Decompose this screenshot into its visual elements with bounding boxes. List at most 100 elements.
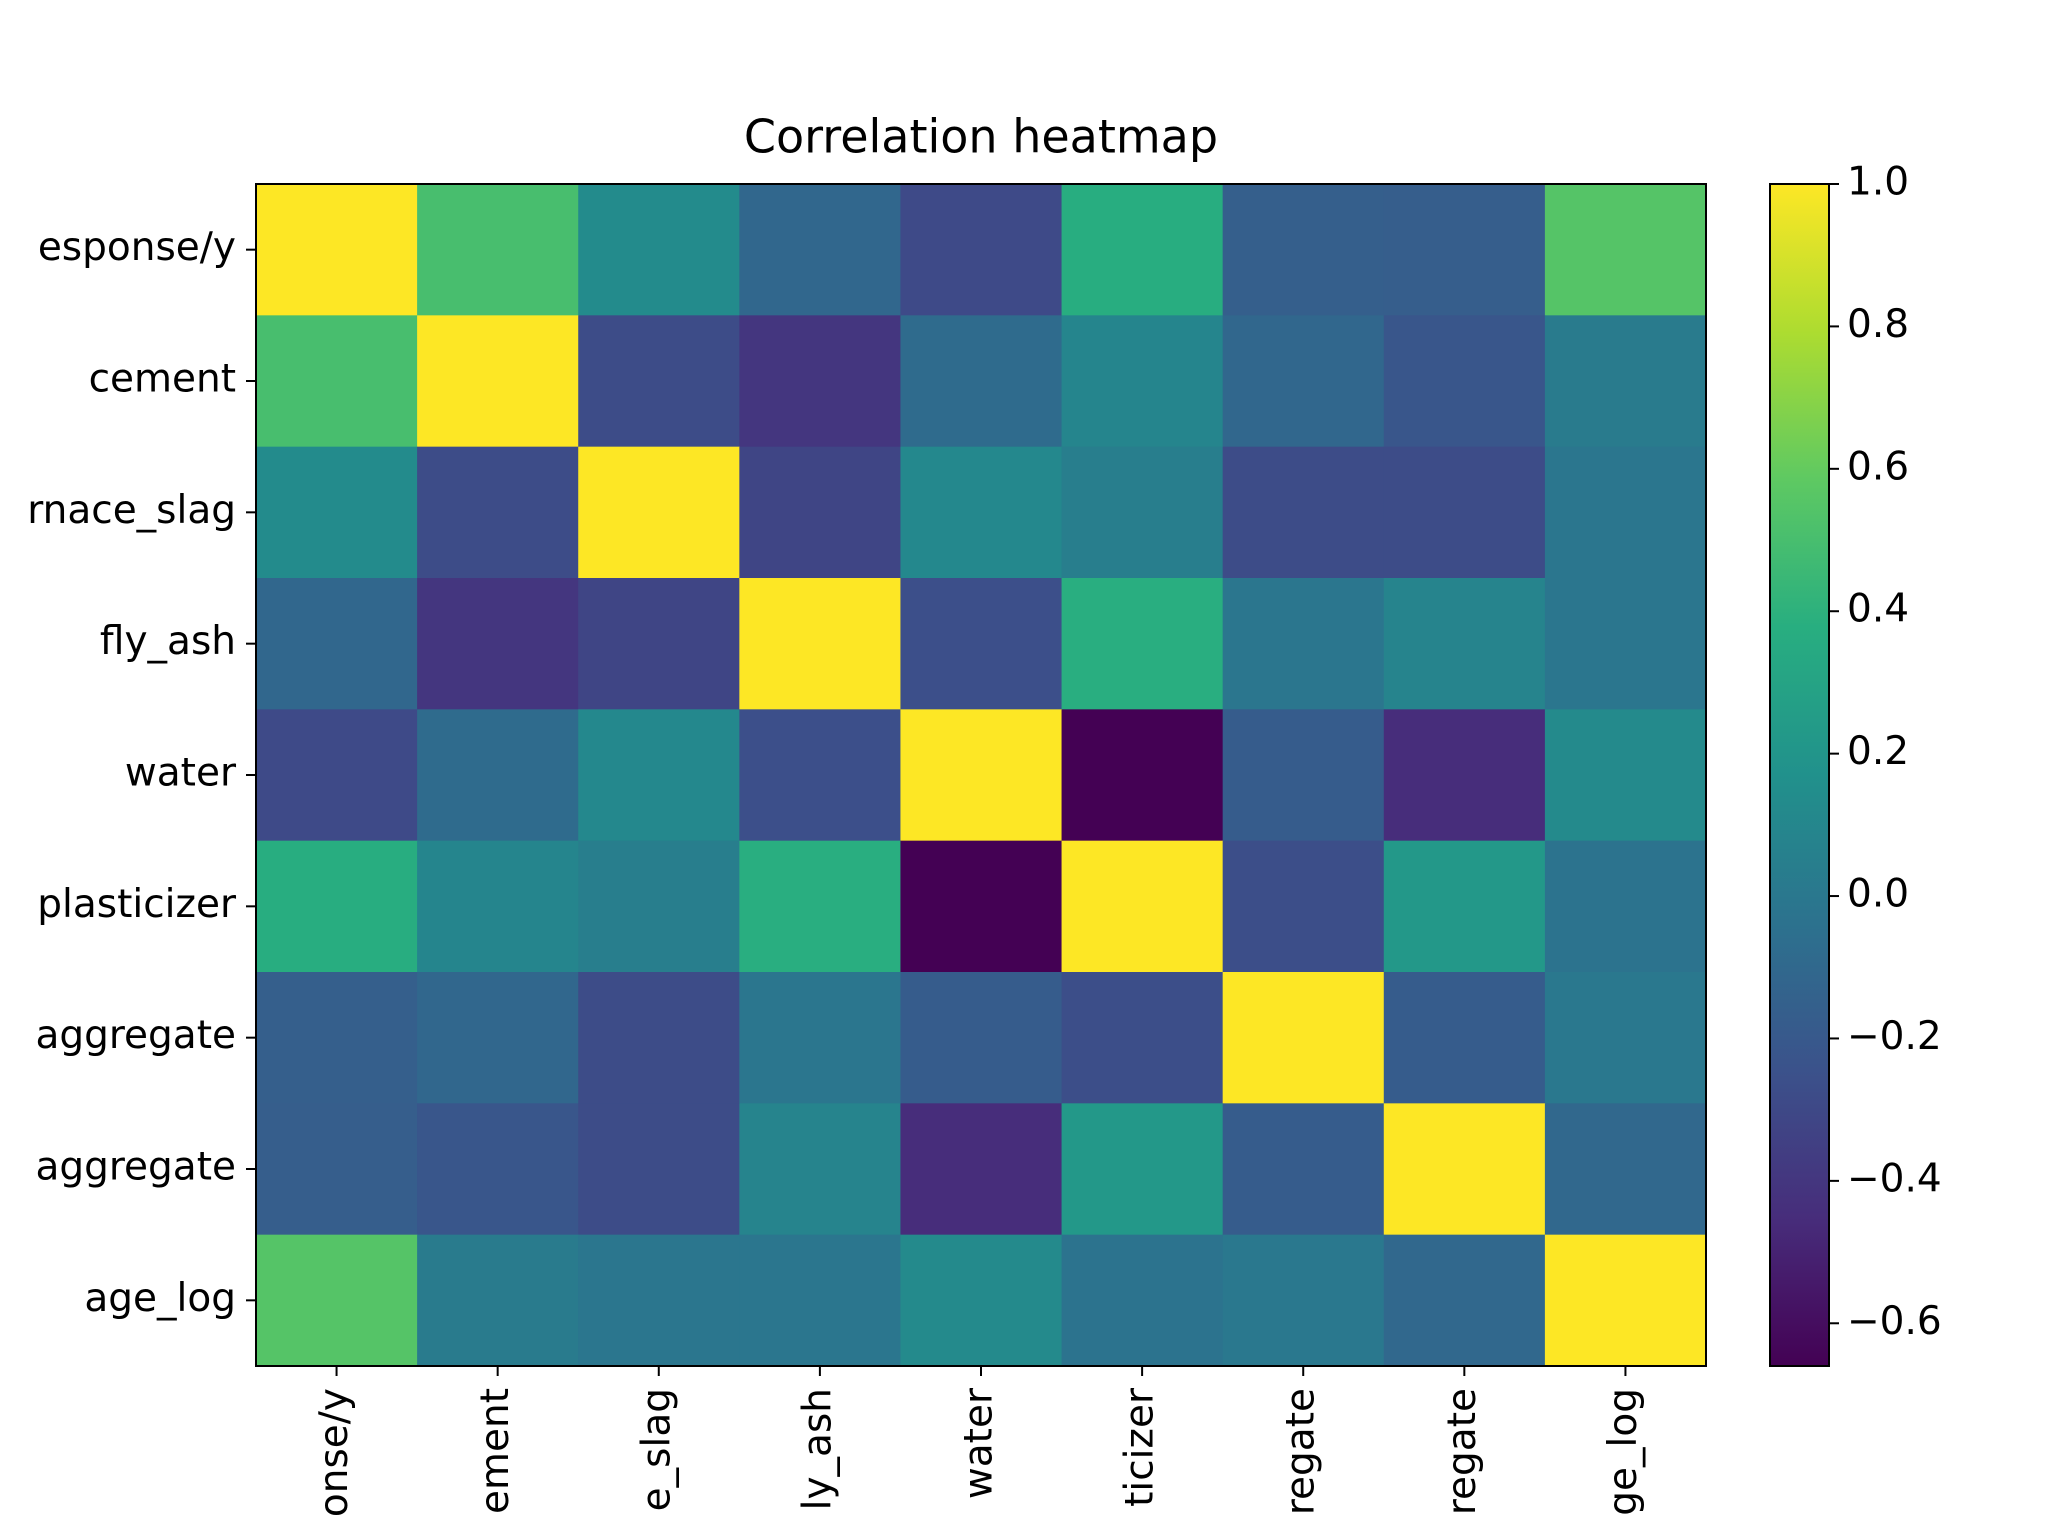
y-tick-label: rnace_slag xyxy=(27,488,236,533)
heatmap-cell xyxy=(417,446,579,579)
x-tick-label: ticizer xyxy=(1118,1387,1163,1507)
x-tick-label: onse/y xyxy=(312,1388,357,1517)
y-tick-label: aggregate xyxy=(35,1013,236,1058)
heatmap-cell xyxy=(739,709,901,842)
heatmap-cell xyxy=(256,972,418,1104)
heatmap-cell xyxy=(1544,446,1707,579)
colorbar-tick-label: 0.6 xyxy=(1847,444,1909,489)
heatmap-cell xyxy=(578,578,740,710)
heatmap-cell xyxy=(900,446,1063,579)
colorbar-tick-label: −0.4 xyxy=(1847,1156,1942,1201)
chart-title: Correlation heatmap xyxy=(744,110,1218,164)
y-tick-label: aggregate xyxy=(35,1145,236,1190)
heatmap-cell xyxy=(739,315,901,448)
heatmap-cell xyxy=(1061,1234,1224,1367)
colorbar-tick-label: −0.2 xyxy=(1847,1014,1942,1059)
heatmap-cell xyxy=(900,709,1063,842)
heatmap-cell xyxy=(1061,578,1224,710)
heatmap-cell xyxy=(1544,1234,1707,1367)
colorbar-tick-label: 0.4 xyxy=(1847,587,1909,632)
colorbar-tick-label: 1.0 xyxy=(1847,160,1909,205)
heatmap-cell xyxy=(1061,315,1224,448)
heatmap-cell xyxy=(417,578,579,710)
colorbar-tick-label: 0.0 xyxy=(1847,872,1909,917)
colorbar-tick-label: 0.2 xyxy=(1847,729,1909,774)
heatmap-cell xyxy=(1383,446,1546,579)
heatmap-cell xyxy=(1061,446,1224,579)
heatmap-cell xyxy=(256,840,418,973)
heatmap-cell xyxy=(900,1234,1063,1367)
x-tick-label: regate xyxy=(1440,1388,1485,1515)
heatmap-cell xyxy=(1544,315,1707,448)
heatmap-cell xyxy=(417,315,579,448)
heatmap-cell xyxy=(739,578,901,710)
heatmap-cell xyxy=(1383,1103,1546,1236)
y-tick-label: cement xyxy=(89,357,236,402)
heatmap-cell xyxy=(578,972,740,1104)
heatmap-cell xyxy=(1383,972,1546,1104)
heatmap-cell xyxy=(417,1103,579,1236)
heatmap-cell xyxy=(1222,709,1385,842)
heatmap-cell xyxy=(256,315,418,448)
x-tick-label: ement xyxy=(473,1388,518,1514)
heatmap-cell xyxy=(256,709,418,842)
heatmap-cell xyxy=(1544,184,1707,316)
heatmap-cell xyxy=(900,840,1063,973)
heatmap-cell xyxy=(900,184,1063,316)
heatmap-cell xyxy=(1383,315,1546,448)
colorbar-tick-label: 0.8 xyxy=(1847,302,1909,347)
heatmap-cell xyxy=(578,840,740,973)
heatmap-cell xyxy=(256,184,418,316)
heatmap-cell xyxy=(900,972,1063,1104)
heatmap-cell xyxy=(739,1234,901,1367)
heatmap-cell xyxy=(900,578,1063,710)
heatmap-cell xyxy=(739,840,901,973)
heatmap-cell xyxy=(900,315,1063,448)
heatmap-cell xyxy=(256,1103,418,1236)
y-tick-label: esponse/y xyxy=(38,225,236,270)
x-tick-label: water xyxy=(957,1387,1002,1499)
heatmap-cell xyxy=(739,446,901,579)
heatmap-cell xyxy=(417,709,579,842)
heatmap-cell xyxy=(1383,840,1546,973)
heatmap-cell xyxy=(900,1103,1063,1236)
x-tick-label: ge_log xyxy=(1601,1388,1646,1516)
heatmap-cell xyxy=(578,184,740,316)
y-tick-label: water xyxy=(125,751,237,796)
heatmap-cell xyxy=(1383,184,1546,316)
x-tick-label: regate xyxy=(1279,1388,1324,1515)
heatmap-cell xyxy=(1222,184,1385,316)
heatmap-cell xyxy=(1222,1103,1385,1236)
heatmap-cell xyxy=(1061,972,1224,1104)
heatmap-cell xyxy=(1383,709,1546,842)
heatmap-cell xyxy=(417,840,579,973)
heatmap-cell xyxy=(1544,840,1707,973)
colorbar-tick-label: −0.6 xyxy=(1847,1299,1942,1344)
heatmap-cell xyxy=(417,184,579,316)
heatmap-cell xyxy=(1383,578,1546,710)
heatmap-cell xyxy=(739,184,901,316)
y-tick-label: age_log xyxy=(84,1276,236,1321)
heatmap-cell xyxy=(578,1103,740,1236)
heatmap-cell xyxy=(1222,315,1385,448)
heatmap-cell xyxy=(1383,1234,1546,1367)
heatmap-cell xyxy=(1222,1234,1385,1367)
heatmap-cell xyxy=(578,315,740,448)
heatmap-cell xyxy=(417,972,579,1104)
heatmap-cell xyxy=(1544,578,1707,710)
x-tick-label: ly_ash xyxy=(795,1388,840,1510)
heatmap-cell xyxy=(1222,446,1385,579)
heatmap-cell xyxy=(417,1234,579,1367)
heatmap-cell xyxy=(578,709,740,842)
heatmap-cell xyxy=(1061,709,1224,842)
heatmap-cell xyxy=(1544,1103,1707,1236)
x-tick-label: e_slag xyxy=(634,1388,679,1511)
colorbar xyxy=(1769,183,1830,1367)
heatmap-cell xyxy=(578,446,740,579)
heatmap-cell xyxy=(578,1234,740,1367)
y-tick-label: fly_ash xyxy=(100,619,236,664)
heatmap-cell xyxy=(1222,578,1385,710)
heatmap-cell xyxy=(739,972,901,1104)
